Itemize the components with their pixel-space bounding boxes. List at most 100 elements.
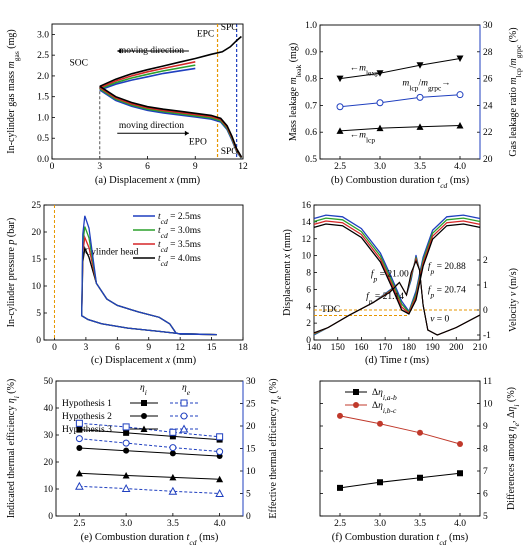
- data-point: [336, 127, 344, 134]
- caption: (b) Combustion duration tcd (ms): [331, 175, 470, 190]
- data-point: [376, 70, 384, 77]
- y-right-tick-label: 5: [246, 490, 251, 500]
- x-tick-label: 170: [378, 343, 393, 353]
- x-tick-label: 9: [146, 343, 151, 353]
- chart-b: 2.5 3.0 3.5 4.0 0.5 0.6 0.7 0.8 0.9 1.0 20 22 24 26 28…: [288, 21, 523, 190]
- y-axis-label: Indicated thermal efficiency ηi (%): [6, 379, 21, 519]
- x-tick-label: 2.5: [334, 162, 346, 172]
- fp-label-1: fp = 21.00: [371, 268, 409, 283]
- y-axis-label: Differences among ηe, Δηi (%): [506, 387, 521, 510]
- caption: (f) Combustion duration tcd (ms): [332, 532, 469, 547]
- y-right-tick-label: 30: [246, 377, 256, 387]
- x-tick-label: 3.5: [414, 162, 426, 172]
- upper-branch: [99, 67, 196, 91]
- legend-hypothesis: Hypothesis 2: [62, 412, 112, 422]
- legend-marker-i: [141, 400, 147, 406]
- legend-eta-e: ηe: [182, 383, 191, 397]
- y-tick-label: 25: [32, 201, 42, 211]
- y-tick-label: 12: [302, 235, 312, 245]
- velocity-curve: [313, 259, 481, 336]
- y-tick-label: 7: [483, 467, 488, 477]
- y-tick-label: 0.0: [37, 155, 49, 165]
- legend-hypothesis: Hypothesis 3: [62, 425, 112, 435]
- series-label-mlcp: ←mlcp: [350, 131, 376, 145]
- data-point: [416, 123, 424, 130]
- spo-label: SPO: [221, 147, 239, 157]
- series-line: [339, 58, 461, 80]
- x-tick-label: 2.5: [73, 519, 85, 529]
- x-tick-label: 210: [473, 343, 488, 353]
- legend-entry: tcd = 2.5ms: [158, 212, 201, 226]
- series-line: [339, 94, 461, 108]
- caption: (d) Time t (ms): [365, 355, 429, 366]
- y-right-tick-label: 25: [246, 400, 256, 410]
- pressure-curve: [81, 215, 217, 336]
- lower-branch: [99, 85, 243, 158]
- cylinder-head-label: Cylinder head: [85, 248, 139, 258]
- legend-marker-e: [179, 424, 189, 433]
- y-tick-label: 3.0: [37, 30, 49, 40]
- y-right-tick-label: 0: [246, 512, 251, 522]
- data-point: [121, 483, 131, 493]
- x-tick-label: 15: [207, 343, 217, 353]
- y-tick-label: 10: [302, 252, 312, 262]
- data-point: [376, 99, 384, 107]
- y-axis-label: Displacement x (mm): [282, 229, 293, 316]
- x-tick-label: 3.0: [374, 519, 386, 529]
- series-line: [339, 415, 461, 445]
- x-tick-label: 3: [97, 162, 102, 172]
- displacement-curve: [313, 223, 481, 315]
- series-line: [79, 429, 220, 441]
- data-point: [75, 419, 83, 427]
- plot-frame: [319, 24, 481, 160]
- fp-label-4: fp = 20.74: [428, 285, 466, 300]
- x-tick-label: 4.0: [214, 519, 226, 529]
- data-point: [123, 429, 130, 436]
- y-tick-label: 2.5: [37, 51, 49, 61]
- chart-e: 2.5 3.0 3.5 4.0 0 10 20 30 40 50 0 5 10 15 20 25 30 Indic…: [6, 377, 283, 547]
- x-tick-label: 3: [84, 343, 89, 353]
- caption: (c) Displacement x (mm): [91, 355, 197, 366]
- data-point: [169, 473, 177, 481]
- legend: ηi ηe Hypothesis 1 Hypothesis 2 Hypothesis 3: [62, 383, 198, 435]
- arrow-right-head: [184, 130, 189, 136]
- y-axis-label: Mass leakage mleak (mg): [288, 43, 303, 141]
- data-point: [337, 412, 343, 419]
- tdc-label: TDC: [321, 305, 340, 315]
- epo-label: EPO: [189, 137, 207, 147]
- x-tick-label: 4.0: [454, 519, 466, 529]
- y-tick-label: 20: [32, 228, 42, 238]
- y-tick-label: 50: [44, 377, 54, 387]
- data-point: [215, 488, 224, 497]
- data-point: [336, 103, 344, 111]
- y-right-axis-label: Velocity v (m/s): [508, 268, 519, 332]
- y-tick-label: 9: [483, 422, 488, 432]
- data-point: [169, 444, 177, 452]
- data-point: [169, 428, 177, 436]
- legend-marker-e: [180, 399, 188, 407]
- legend-marker: [353, 389, 359, 395]
- x-tick-label: 3.0: [374, 162, 386, 172]
- y-tick-label: 8: [306, 269, 311, 279]
- x-tick-label: 140: [307, 343, 322, 353]
- y-tick-label: 0: [48, 512, 53, 522]
- plot-frame: [51, 23, 244, 160]
- y-tick-label: 0.9: [305, 48, 317, 58]
- x-tick-label: 18: [238, 343, 248, 353]
- data-point: [75, 481, 84, 490]
- upper-branch: [99, 61, 196, 89]
- y-tick-label: 10: [44, 485, 54, 495]
- series-line: [79, 422, 220, 438]
- data-point: [416, 62, 424, 69]
- y-tick-label: 5: [36, 309, 41, 319]
- y-tick-label: 0.7: [305, 101, 317, 111]
- y-tick-label: 1.0: [37, 113, 49, 123]
- arrow-left-head: [117, 48, 122, 54]
- y-tick-label: 40: [44, 404, 54, 414]
- y-tick-label: 2.0: [37, 72, 49, 82]
- data-point: [168, 486, 178, 495]
- y-right-tick-label: 10: [246, 467, 256, 477]
